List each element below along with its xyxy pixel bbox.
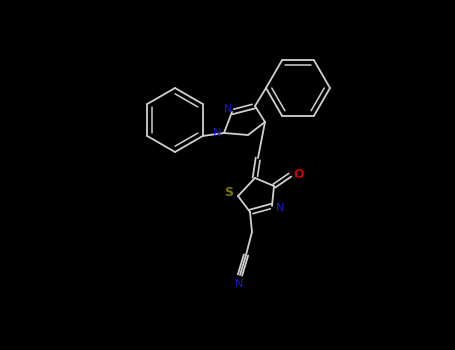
Text: N: N bbox=[213, 128, 221, 138]
Text: N: N bbox=[276, 203, 284, 213]
Text: N: N bbox=[224, 104, 232, 114]
Text: N: N bbox=[235, 279, 243, 289]
Text: O: O bbox=[293, 168, 304, 182]
Text: S: S bbox=[224, 186, 233, 198]
